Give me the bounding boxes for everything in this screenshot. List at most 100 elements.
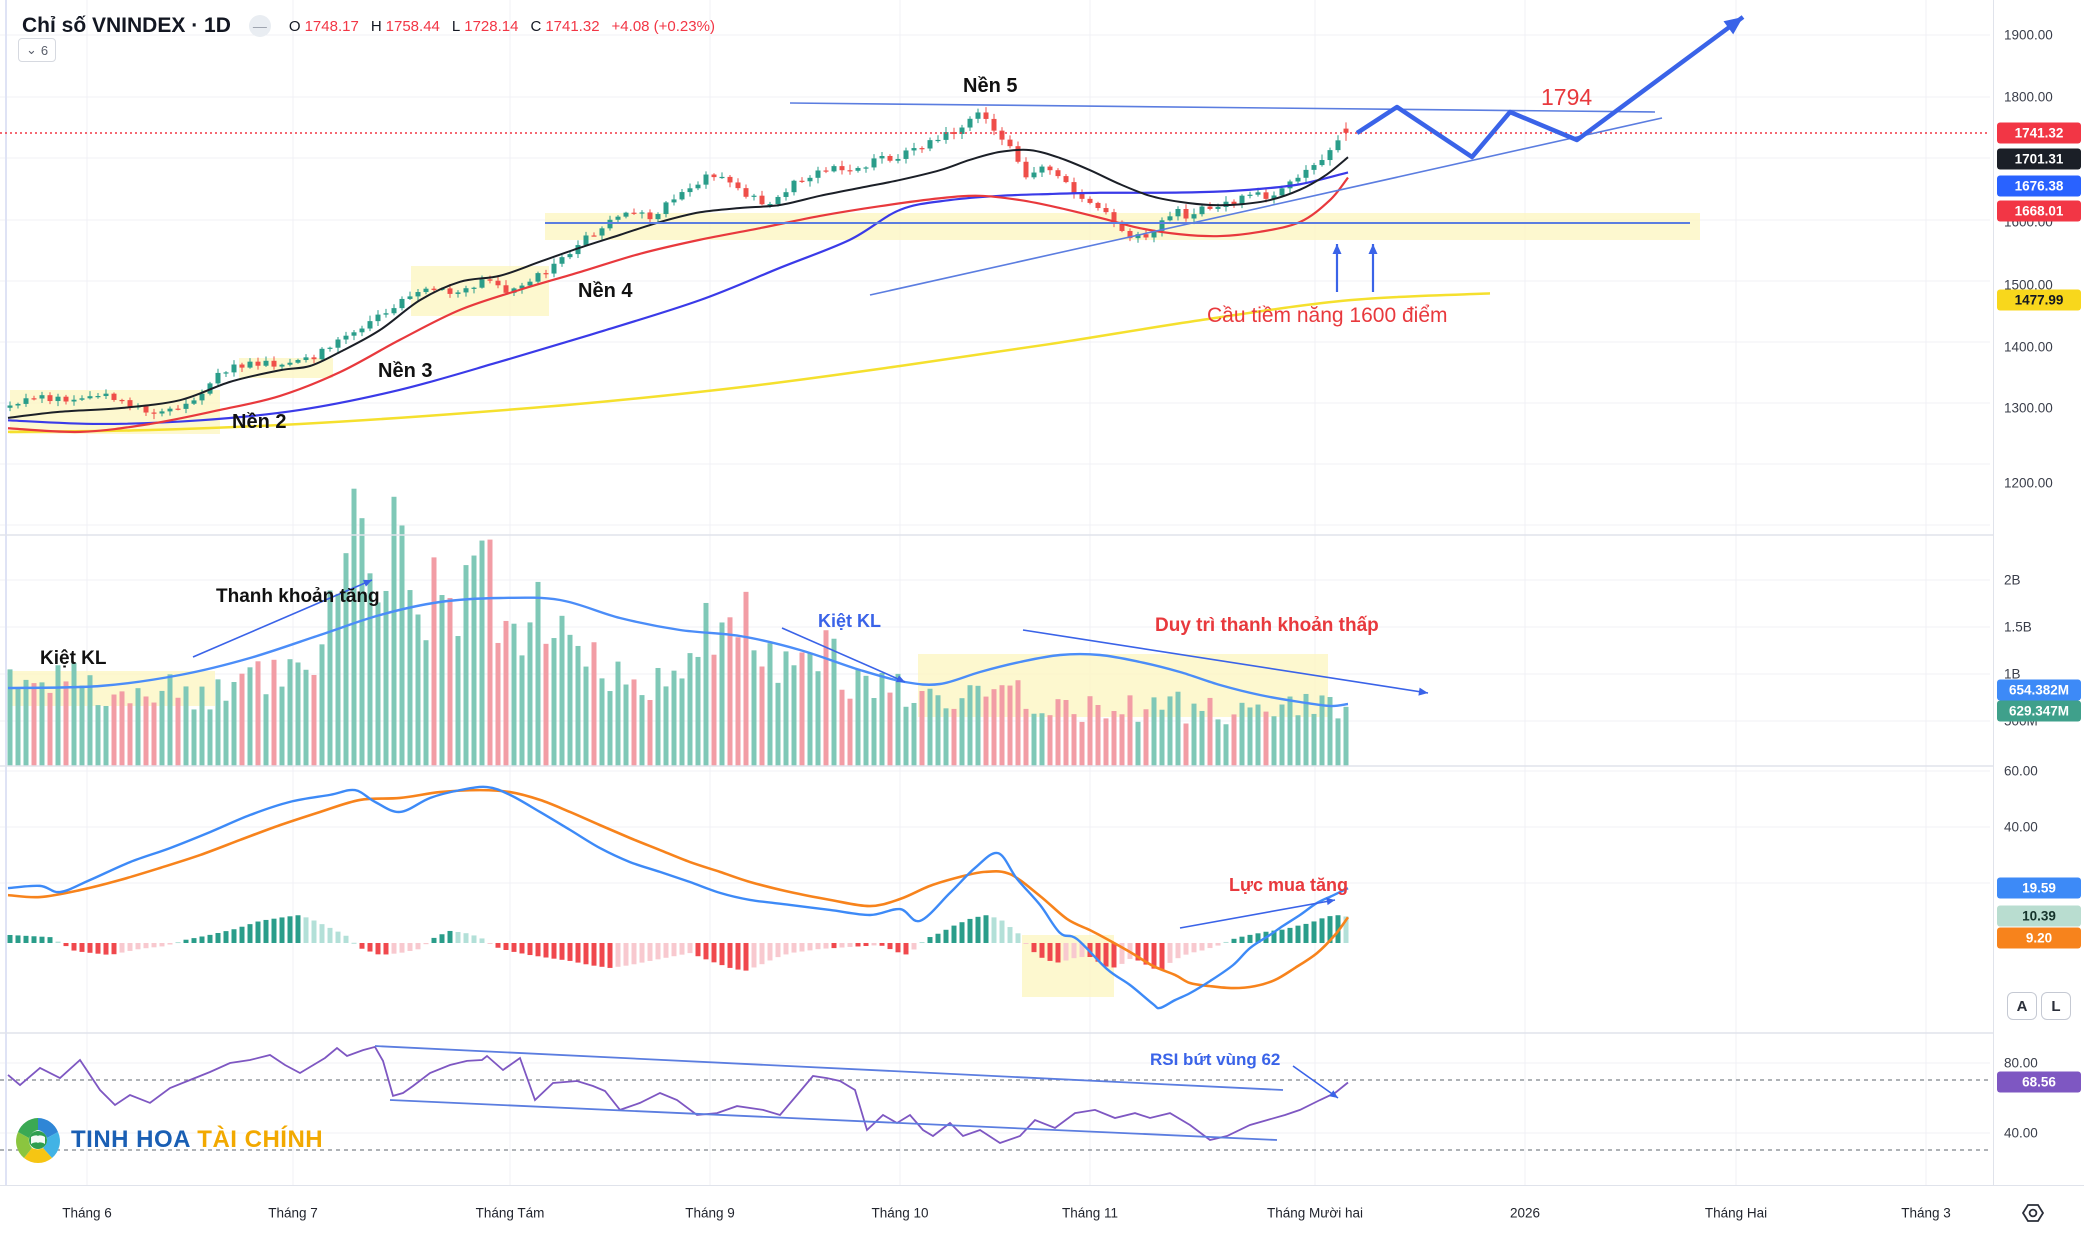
month-label: Tháng 9 bbox=[685, 1205, 735, 1220]
brand-name-part1: TINH HOA bbox=[71, 1126, 191, 1153]
indicator-count: 6 bbox=[40, 42, 49, 58]
month-label: Tháng Tám bbox=[475, 1205, 545, 1220]
vol-rise-arrow bbox=[192, 579, 373, 658]
nen-5[interactable]: Nền 5 bbox=[963, 75, 1017, 97]
macd-axis-label: 60.00 bbox=[2004, 763, 2038, 779]
collapse-indicators-button[interactable]: ⌄ 6 bbox=[18, 38, 57, 62]
month-label: Tháng Hai bbox=[1704, 1205, 1768, 1220]
thanh-khoan-tang[interactable]: Thanh khoản tăng bbox=[216, 586, 380, 607]
pane-separators bbox=[0, 534, 2084, 1034]
price-axis-label: 1300.00 bbox=[2004, 400, 2053, 416]
ma-black-line bbox=[7, 148, 1349, 419]
macd-axis-label: 40.00 bbox=[2004, 819, 2038, 835]
duy-tri-thanh-khoan-thap[interactable]: Duy trì thanh khoản thấp bbox=[1155, 615, 1379, 636]
axis-value-badge: 1701.31 bbox=[1997, 148, 2081, 170]
source-toggle-icon[interactable]: — bbox=[248, 15, 271, 37]
volume-axis-label: 1.5B bbox=[2004, 619, 2032, 635]
projection-zigzag[interactable] bbox=[1355, 15, 1745, 160]
nen-3[interactable]: Nền 3 bbox=[378, 360, 432, 382]
rsi-axis-label: 40.00 bbox=[2004, 1125, 2038, 1141]
price-scale-axis[interactable]: 1900.00 1800.00 1600.00 1500.00 1400.00 1300.… bbox=[1993, 0, 2084, 1185]
rsi-wedge-top[interactable] bbox=[374, 1045, 1284, 1091]
volume-ma-line bbox=[7, 596, 1349, 708]
rsi-break-arrow bbox=[1292, 1065, 1339, 1099]
cau-tiem-nang-1600[interactable]: Cầu tiềm năng 1600 điểm bbox=[1207, 304, 1448, 327]
volume-ma bbox=[7, 596, 1349, 708]
high-value: 1758.44 bbox=[385, 17, 440, 35]
rsi-axis-label: 80.00 bbox=[2004, 1055, 2038, 1071]
nen-4-zone bbox=[411, 266, 549, 316]
kiet-kl-left[interactable]: Kiệt KL bbox=[40, 648, 107, 669]
rising-support[interactable] bbox=[869, 117, 1663, 296]
month-label: 2026 bbox=[1509, 1205, 1541, 1220]
drawn-annotations bbox=[192, 15, 1745, 1141]
rsi bbox=[0, 1045, 1990, 1151]
brand-logo: TINH HOA TÀI CHÍNH bbox=[14, 1116, 323, 1164]
ma-yellow-line bbox=[7, 292, 1491, 434]
price-axis-label: 1200.00 bbox=[2004, 475, 2053, 491]
axis-value-badge: 19.59 bbox=[1997, 877, 2081, 899]
macd-signal-line bbox=[7, 788, 1350, 990]
axis-value-badge: 1676.38 bbox=[1997, 175, 2081, 197]
nen-4[interactable]: Nền 4 bbox=[578, 280, 633, 302]
axis-value-badge: 629.347M bbox=[1997, 700, 2081, 722]
symbol-title[interactable]: Chỉ số VNINDEX · 1D bbox=[22, 14, 231, 37]
axis-value-badge: 1668.01 bbox=[1997, 200, 2081, 222]
macd-line bbox=[7, 785, 1349, 1010]
moving-averages bbox=[7, 148, 1491, 434]
kiet-kl-mid[interactable]: Kiệt KL bbox=[818, 611, 881, 631]
high-label: H bbox=[370, 17, 382, 35]
axis-value-badge: 654.382M bbox=[1997, 679, 2081, 701]
annotation-texts: Nền 2 Nền 3 Nền 4 Nền 5 1794 Cầu tiềm năng 16… bbox=[40, 75, 1592, 1069]
close-label: C bbox=[530, 17, 542, 35]
brand-logo-icon bbox=[16, 1118, 60, 1164]
volume-axis-label: 1B bbox=[2004, 666, 2021, 682]
close-value: 1741.32 bbox=[545, 17, 600, 35]
volume-bars bbox=[7, 488, 1349, 766]
rsi-line bbox=[7, 1045, 1349, 1144]
settings-gear-icon[interactable] bbox=[2018, 1199, 2048, 1227]
chart-legend: Chỉ số VNINDEX · 1D — O 1748.17 H 1758.44 … bbox=[22, 14, 723, 38]
axis-value-badge: 68.56 bbox=[1997, 1071, 2081, 1093]
low-liquidity-arrow bbox=[1022, 629, 1429, 694]
low-label: L bbox=[451, 17, 461, 35]
macd-lines bbox=[7, 785, 1350, 1010]
open-value: 1748.17 bbox=[304, 17, 359, 35]
rsi-but-vung-62[interactable]: RSI bứt vùng 62 bbox=[1150, 1050, 1280, 1069]
axis-value-badge: 1741.32 bbox=[1997, 122, 2081, 144]
month-label: Tháng Mười hai bbox=[1267, 1205, 1363, 1220]
macd-histogram bbox=[7, 915, 1349, 971]
nen-2[interactable]: Nền 2 bbox=[232, 411, 286, 433]
price-axis-label: 1900.00 bbox=[2004, 27, 2053, 43]
month-label: Tháng 6 bbox=[62, 1205, 112, 1220]
axis-value-badge: 1477.99 bbox=[1997, 289, 2081, 311]
brand-name-part2: TÀI CHÍNH bbox=[197, 1126, 324, 1153]
month-label: Tháng 11 bbox=[1061, 1205, 1119, 1220]
month-label: Tháng 7 bbox=[268, 1205, 318, 1220]
ohlc-values: O 1748.17 H 1758.44 L 1728.14 C 1741.32 +4.0… bbox=[289, 18, 723, 35]
ma-blue-line bbox=[7, 171, 1349, 426]
price-axis-label: 1400.00 bbox=[2004, 339, 2053, 355]
axis-value-badge: 10.39 bbox=[1997, 905, 2081, 927]
macd-pane-l-button[interactable]: L bbox=[2041, 992, 2071, 1020]
macd-pane-a-button[interactable]: A bbox=[2007, 992, 2037, 1020]
ma-red-line bbox=[7, 176, 1349, 434]
month-label: Tháng 10 bbox=[871, 1205, 929, 1220]
candles bbox=[7, 107, 1349, 420]
chevron-down-icon: ⌄ bbox=[26, 42, 37, 57]
rsi-wedge-bottom[interactable] bbox=[389, 1099, 1278, 1141]
luc-mua-tang[interactable]: Lực mua tăng bbox=[1229, 875, 1348, 895]
volume-axis-label: 2B bbox=[2004, 572, 2021, 588]
price-axis-label: 1500.00 bbox=[2004, 277, 2053, 293]
label-1794[interactable]: 1794 bbox=[1541, 84, 1592, 110]
macd-buy-arrow bbox=[1179, 899, 1336, 929]
month-label: Tháng 3 bbox=[1901, 1205, 1951, 1220]
kiet-kl-arrow bbox=[781, 627, 906, 683]
price-axis-label: 1800.00 bbox=[2004, 89, 2053, 105]
change-value: +4.08 (+0.23%) bbox=[611, 17, 715, 35]
axis-value-badge: 9.20 bbox=[1997, 927, 2081, 949]
low-value: 1728.14 bbox=[464, 17, 519, 35]
time-axis[interactable]: Tháng 6 Tháng 7 Tháng Tám Tháng 9 Tháng 10 Th… bbox=[0, 1185, 2084, 1238]
